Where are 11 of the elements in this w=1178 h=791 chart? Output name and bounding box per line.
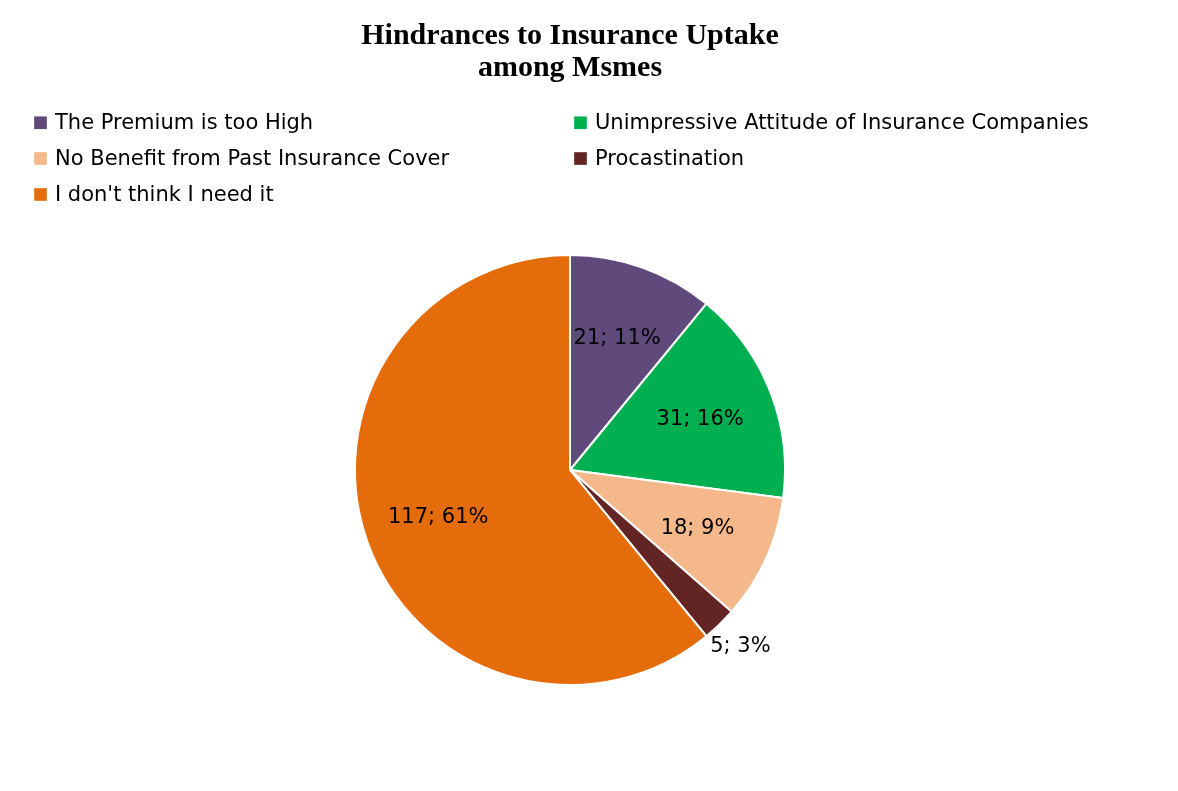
data-label: 21; 11% — [573, 325, 661, 350]
chart-title: Hindrances to Insurance Uptake among Msmes — [361, 17, 779, 82]
legend-label: Unimpressive Attitude of Insurance Companies — [595, 109, 1089, 134]
legend-label: Procastination — [595, 145, 745, 170]
legend-label: I don't think I need it — [55, 181, 274, 206]
legend-label: No Benefit from Past Insurance Cover — [55, 145, 450, 170]
data-label: 5; 3% — [710, 633, 771, 658]
legend-label: The Premium is too High — [54, 109, 314, 134]
data-label: 117; 61% — [387, 504, 489, 529]
data-label: 31; 16% — [656, 405, 744, 430]
data-label: 18; 9% — [660, 514, 735, 539]
